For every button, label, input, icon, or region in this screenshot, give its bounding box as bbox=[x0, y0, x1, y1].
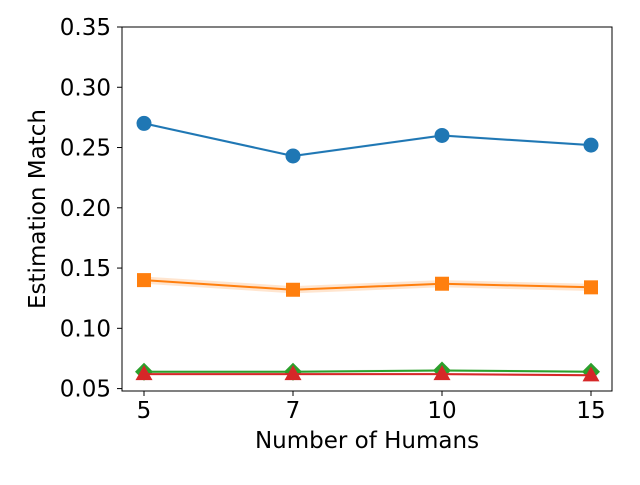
data-point bbox=[135, 365, 153, 381]
x-tick-label: 5 bbox=[137, 398, 152, 424]
plot-frame bbox=[121, 26, 613, 392]
x-tick-label: 15 bbox=[576, 398, 605, 424]
data-point bbox=[286, 282, 300, 297]
series-layer bbox=[135, 115, 600, 382]
y-tick-label: 0.25 bbox=[60, 136, 111, 162]
data-point bbox=[284, 365, 302, 381]
series-circle bbox=[136, 115, 599, 164]
data-point bbox=[435, 276, 449, 291]
series-line bbox=[144, 369, 592, 373]
y-axis: 0.05 0.10 0.15 0.20 0.25 0.30 0.35 bbox=[60, 15, 122, 403]
series-triangle bbox=[135, 365, 600, 382]
x-axis-label: Number of Humans bbox=[255, 428, 479, 454]
data-point bbox=[136, 115, 152, 131]
x-tick-label: 10 bbox=[427, 398, 456, 424]
series-band bbox=[144, 276, 591, 294]
data-point bbox=[584, 280, 598, 295]
data-point bbox=[137, 273, 151, 288]
y-tick-label: 0.15 bbox=[60, 256, 111, 282]
series-diamond bbox=[135, 361, 600, 381]
y-axis-label: Estimation Match bbox=[25, 109, 51, 309]
y-tick-label: 0.30 bbox=[60, 75, 111, 101]
series-square bbox=[137, 273, 598, 297]
series-line bbox=[144, 373, 592, 377]
data-point bbox=[285, 148, 301, 164]
series-line bbox=[143, 279, 592, 291]
data-point bbox=[582, 366, 600, 382]
y-tick-label: 0.05 bbox=[60, 377, 111, 403]
x-axis: 5 7 10 15 bbox=[137, 391, 606, 424]
y-tick-label: 0.20 bbox=[60, 196, 111, 222]
data-point bbox=[434, 127, 450, 143]
y-tick-label: 0.35 bbox=[60, 15, 111, 41]
y-tick-label: 0.10 bbox=[60, 316, 111, 342]
series-line bbox=[143, 122, 592, 158]
data-point bbox=[583, 137, 599, 153]
data-point bbox=[433, 365, 451, 381]
x-tick-label: 7 bbox=[286, 398, 301, 424]
series-band bbox=[144, 122, 591, 158]
